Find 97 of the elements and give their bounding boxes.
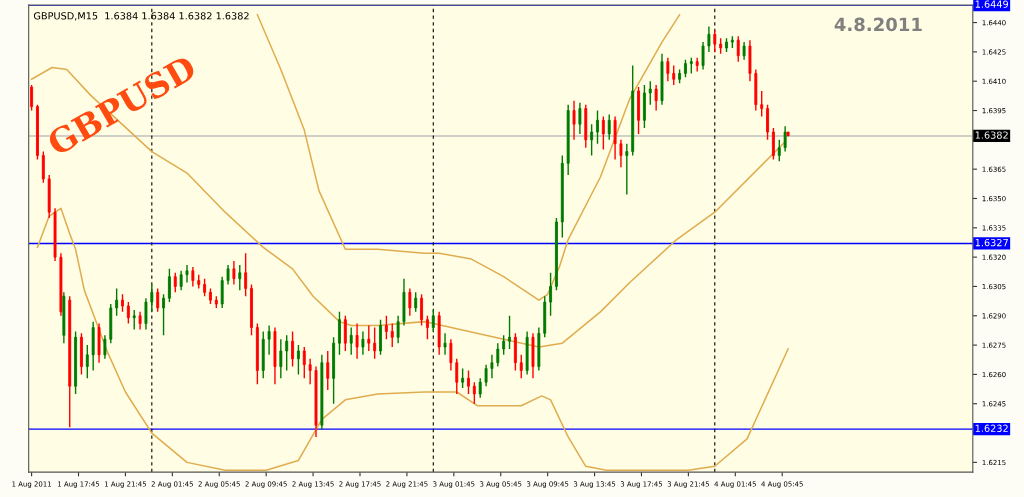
- candlestick: [461, 367, 465, 389]
- candlestick: [343, 315, 347, 352]
- candlestick: [713, 29, 717, 53]
- candlestick: [85, 344, 89, 380]
- candlestick: [701, 41, 705, 71]
- candlestick: [302, 346, 306, 380]
- candlestick: [238, 264, 242, 292]
- candlestick: [396, 315, 400, 344]
- candlestick: [41, 150, 45, 184]
- candlestick: [220, 275, 224, 309]
- candlestick: [361, 330, 365, 356]
- candlestick: [144, 297, 148, 331]
- candlestick: [684, 59, 687, 78]
- ref-line-label: 1.6232: [975, 424, 1008, 432]
- candlestick: [555, 217, 558, 292]
- candlestick: [648, 80, 652, 106]
- candlestick: [496, 342, 500, 368]
- candlestick: [472, 381, 476, 405]
- candlestick: [296, 344, 300, 376]
- candlestick: [425, 315, 429, 340]
- candlestick: [613, 115, 617, 161]
- candlestick: [390, 322, 394, 348]
- candlestick: [226, 264, 230, 286]
- candlestick: [449, 338, 453, 372]
- candlestick: [232, 260, 236, 286]
- candlestick: [443, 332, 447, 356]
- candlestick: [373, 326, 377, 360]
- candlestick: [725, 37, 728, 53]
- candlestick: [455, 358, 459, 395]
- candlestick: [126, 301, 130, 325]
- candlestick: [384, 315, 388, 340]
- candlestick: [244, 252, 248, 297]
- candlestick: [355, 322, 359, 360]
- text: GBPUSD,M15 1.6384 1.6384 1.6382 1.6382: [33, 12, 249, 21]
- candlestick: [250, 283, 253, 337]
- candlestick: [736, 35, 740, 63]
- candlestick: [167, 268, 171, 303]
- candlestick: [285, 334, 289, 372]
- candlestick: [173, 272, 177, 294]
- candlestick: [490, 354, 494, 380]
- ref-line-label: 1.6382: [975, 131, 1008, 139]
- candlestick: [572, 100, 576, 141]
- candlestick: [414, 291, 418, 313]
- candlestick: [179, 270, 183, 292]
- candlestick: [132, 309, 136, 331]
- candlestick: [596, 109, 599, 145]
- candlestick: [672, 64, 676, 86]
- candlestick: [367, 324, 371, 352]
- candlestick: [431, 309, 435, 333]
- candlestick: [549, 272, 553, 317]
- candlestick: [467, 369, 470, 395]
- candlestick: [420, 293, 424, 327]
- candlestick: [625, 143, 629, 196]
- candlestick: [666, 57, 670, 82]
- candlestick: [578, 102, 582, 135]
- candlestick: [777, 139, 781, 163]
- candlestick: [36, 103, 39, 161]
- candlestick: [590, 123, 594, 157]
- candlestick: [30, 84, 34, 112]
- candlestick: [279, 338, 283, 380]
- candlestick: [601, 115, 605, 151]
- candlestick: [115, 287, 119, 317]
- candlestick: [379, 318, 382, 356]
- candlestick: [766, 103, 769, 141]
- candlestick: [760, 90, 764, 118]
- candlestick: [771, 127, 775, 161]
- candlestick: [326, 350, 330, 391]
- candlestick: [519, 354, 523, 380]
- candlestick: [162, 293, 165, 337]
- candlestick: [654, 84, 658, 112]
- candlestick: [637, 86, 640, 135]
- candlestick: [121, 293, 124, 313]
- candlestick: [338, 311, 341, 356]
- ref-line-label: 1.6449: [975, 0, 1009, 8]
- candlestick: [150, 283, 154, 313]
- line-series: [36, 207, 789, 471]
- line-series: [256, 13, 681, 301]
- candlestick: [478, 377, 482, 399]
- candlestick: [502, 334, 506, 356]
- candlestick: [103, 334, 107, 360]
- candlestick: [408, 287, 412, 317]
- candlestick: [484, 363, 488, 387]
- candlestick: [209, 287, 212, 305]
- candlestick: [349, 326, 353, 356]
- ref-line-label: 1.6327: [975, 238, 1008, 247]
- candlestick: [707, 25, 711, 53]
- candlestick: [80, 332, 83, 376]
- candlestick: [185, 264, 189, 284]
- annotation: 4.8.2011: [834, 17, 922, 32]
- candlestick: [308, 358, 312, 385]
- candlestick: [619, 139, 623, 168]
- candlestick: [267, 324, 271, 356]
- candlestick: [508, 315, 511, 350]
- candlestick: [156, 287, 160, 313]
- candlestick: [607, 113, 611, 141]
- candlestick: [191, 266, 195, 288]
- candlestick: [291, 330, 294, 368]
